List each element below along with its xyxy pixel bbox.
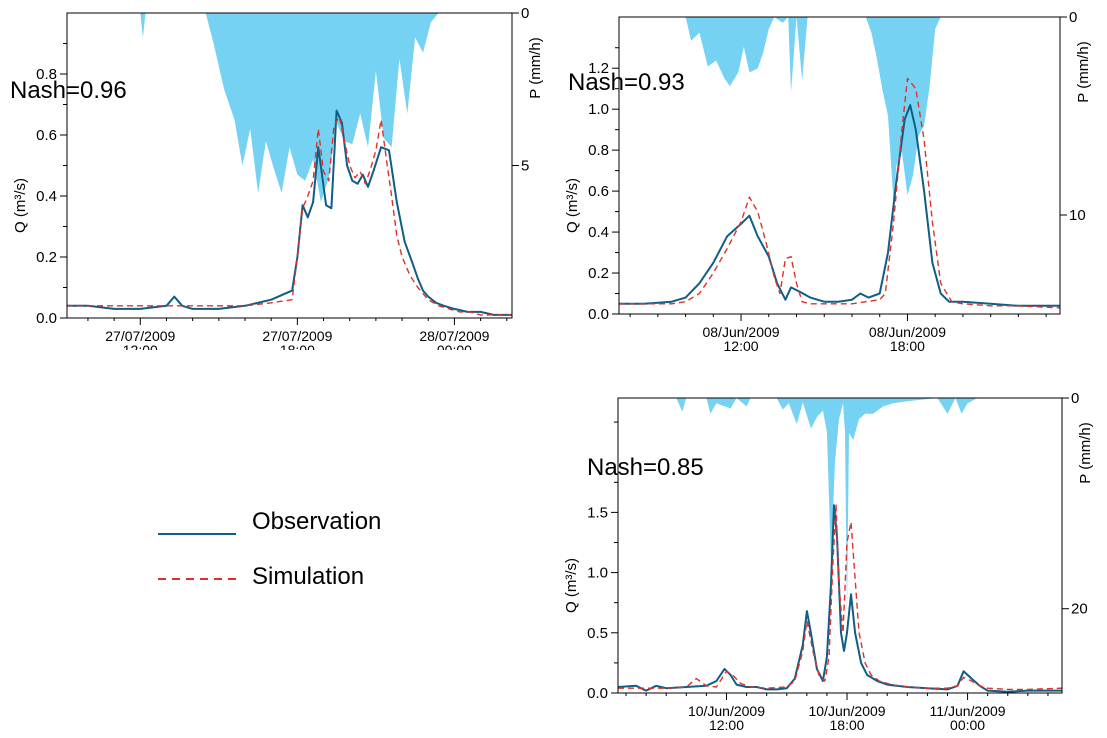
y-tick-label: 0.6 xyxy=(588,183,609,200)
x-tick-label-date: 08/Jun/2009 xyxy=(702,324,779,340)
y2-tick-label: 0 xyxy=(1069,9,1077,26)
y-axis-label: Q (m³/s) xyxy=(12,178,29,233)
simulation-line xyxy=(618,504,1063,691)
y-tick-label: 0.4 xyxy=(588,224,609,241)
plot-frame xyxy=(617,397,1063,694)
rainfall-area xyxy=(618,398,1062,614)
x-tick-label-date: 27/07/2009 xyxy=(262,328,332,344)
y2-tick-label: 5 xyxy=(521,158,529,175)
y-tick-label: 0.2 xyxy=(588,265,609,282)
y-axis-label: Q (m³/s) xyxy=(563,558,580,613)
chart-2-nash-093: 0.00.20.40.60.81.01.201008/Jun/200912:00… xyxy=(564,9,1092,354)
y-tick-label: 0.0 xyxy=(587,685,608,702)
y2-axis-label: P (mm/h) xyxy=(1075,41,1092,102)
x-tick-label-date: 10/Jun/2009 xyxy=(808,703,885,719)
legend-simulation-label: Simulation xyxy=(252,563,364,590)
y-tick-label: 0.6 xyxy=(36,127,57,144)
nash-annotation: Nash=0.93 xyxy=(568,69,685,96)
y2-tick-label: 0 xyxy=(1071,390,1079,407)
y-tick-label: 1.5 xyxy=(587,504,608,521)
x-tick-label-time: 00:00 xyxy=(950,717,985,733)
rainfall-area xyxy=(619,17,1060,204)
y-tick-label: 0.8 xyxy=(36,66,57,83)
simulation-line xyxy=(619,77,1061,309)
nash-annotation: Nash=0.85 xyxy=(587,454,704,481)
legend-observation-label: Observation xyxy=(252,508,381,535)
observation-line xyxy=(617,504,1062,693)
y2-tick-label: 20 xyxy=(1071,601,1088,618)
y-tick-label: 1.0 xyxy=(587,565,608,582)
y-tick-label: 0.4 xyxy=(36,188,57,205)
x-tick-label-time: 18:00 xyxy=(280,342,315,350)
y-tick-label: 0.2 xyxy=(36,249,57,266)
x-tick-label-time: 00:00 xyxy=(437,342,472,350)
y-axis-label: Q (m³/s) xyxy=(564,178,581,233)
y-tick-label: 0.5 xyxy=(587,625,608,642)
x-tick-label-time: 12:00 xyxy=(709,717,744,733)
observation-line xyxy=(67,109,512,316)
x-tick-label-time: 18:00 xyxy=(830,717,865,733)
x-tick-label-date: 08/Jun/2009 xyxy=(869,324,946,340)
y2-axis-label: P (mm/h) xyxy=(527,37,544,98)
x-tick-label-time: 12:00 xyxy=(724,338,759,354)
chart-1-nash-096: 0.00.20.40.60.80527/07/200912:0027/07/20… xyxy=(10,5,544,350)
y-tick-label: 1.0 xyxy=(588,101,609,118)
legend: Observation Simulation xyxy=(158,508,381,590)
plot-frame xyxy=(618,16,1061,315)
y-tick-label: 0.0 xyxy=(36,310,57,327)
nash-annotation: Nash=0.96 xyxy=(10,77,127,104)
x-tick-label-date: 28/07/2009 xyxy=(419,328,489,344)
y2-tick-label: 10 xyxy=(1069,207,1086,224)
rainfall-area xyxy=(67,13,512,203)
y2-tick-label: 0 xyxy=(521,5,529,22)
chart-3-nash-085: 0.00.51.01.502010/Jun/200912:0010/Jun/20… xyxy=(563,390,1094,733)
x-tick-label-time: 12:00 xyxy=(123,342,158,350)
simulation-line xyxy=(67,115,512,316)
x-tick-label-date: 10/Jun/2009 xyxy=(688,703,765,719)
y2-axis-label: P (mm/h) xyxy=(1077,422,1094,483)
y-tick-label: 0.0 xyxy=(588,306,609,323)
x-tick-label-time: 18:00 xyxy=(890,338,925,354)
observation-line xyxy=(619,104,1060,307)
x-tick-label-date: 11/Jun/2009 xyxy=(930,703,1006,719)
y-tick-label: 1.2 xyxy=(588,60,609,77)
y-tick-label: 0.8 xyxy=(588,142,609,159)
x-tick-label-date: 27/07/2009 xyxy=(105,328,175,344)
